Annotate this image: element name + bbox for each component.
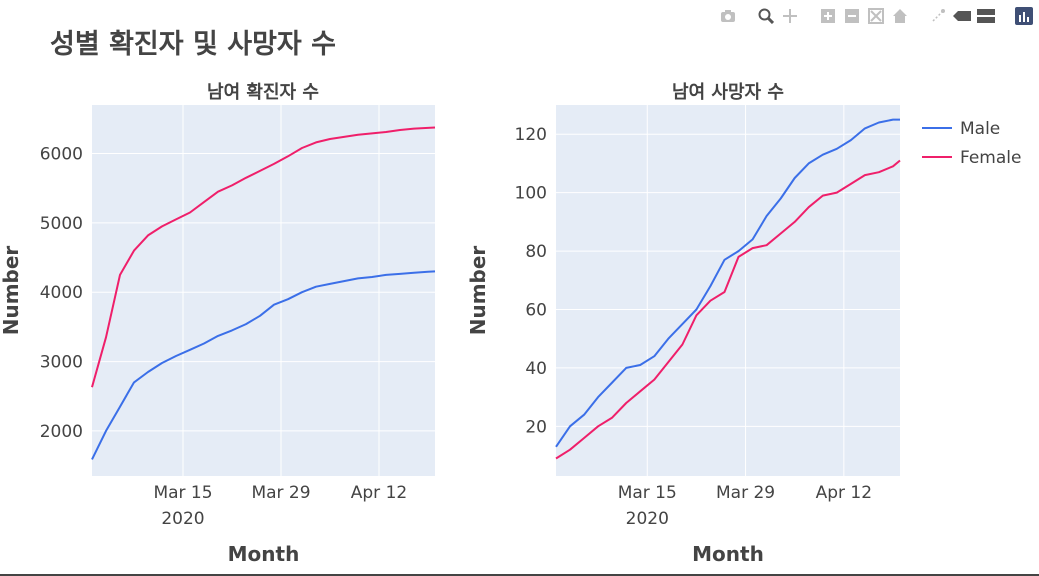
y-tick-label: 4000	[40, 283, 83, 303]
series-line-female[interactable]	[555, 159, 901, 460]
y-tick-label: 2000	[40, 422, 83, 442]
x-year-label: 2020	[626, 509, 669, 529]
pan-icon[interactable]	[781, 7, 799, 25]
y-tick-label: 40	[525, 359, 547, 379]
hover-compare-icon[interactable]	[977, 7, 995, 25]
subplot-title: 남여 확진자 수	[207, 82, 319, 103]
hover-closest-icon[interactable]	[953, 7, 971, 25]
plot-area[interactable]	[92, 105, 435, 476]
y-tick-label: 5000	[40, 214, 83, 234]
legend-label-female[interactable]: Female	[960, 148, 1021, 168]
confirmed-by-sex-chart: 2000 3000 4000 5000 6000 Mar 15 2020 Mar 29 Apr …	[0, 82, 436, 566]
subplot-title: 남여 사망자 수	[672, 82, 784, 103]
modebar	[719, 6, 1033, 26]
x-year-label: 2020	[161, 509, 204, 529]
zoom-icon[interactable]	[757, 7, 775, 25]
legend: Male Female	[922, 119, 1021, 168]
x-axis-title: Month	[228, 542, 300, 566]
series-line-female[interactable]	[91, 126, 436, 388]
zoom-in-icon[interactable]	[819, 7, 837, 25]
y-tick-label: 3000	[40, 353, 83, 373]
y-axis-title: Number	[466, 246, 490, 336]
series-line-male[interactable]	[555, 118, 900, 448]
x-axis-title: Month	[692, 542, 764, 566]
y-tick-label: 60	[525, 300, 547, 320]
y-tick-label: 120	[515, 125, 547, 145]
plot-area[interactable]	[556, 105, 900, 476]
camera-icon[interactable]	[719, 7, 737, 25]
series-line-male[interactable]	[91, 270, 436, 460]
deaths-by-sex-chart: 20 40 60 80 100 120 Mar 15 2020 Mar 29 Apr 12 남여 사…	[466, 82, 901, 566]
x-tick-label: Mar 29	[716, 483, 775, 503]
y-tick-label: 100	[515, 184, 547, 204]
y-tick-label: 6000	[40, 145, 83, 165]
x-tick-label: Mar 15	[153, 483, 212, 503]
zoom-out-icon[interactable]	[843, 7, 861, 25]
x-tick-label: Apr 12	[816, 483, 872, 503]
x-tick-label: Mar 29	[251, 483, 310, 503]
reset-axes-icon[interactable]	[891, 7, 909, 25]
y-axis-title: Number	[0, 246, 23, 336]
y-tick-label: 80	[525, 242, 547, 262]
x-tick-label: Apr 12	[351, 483, 407, 503]
autoscale-icon[interactable]	[867, 7, 885, 25]
x-tick-label: Mar 15	[618, 483, 677, 503]
legend-label-male[interactable]: Male	[960, 119, 1000, 139]
page-title: 성별 확진자 및 사망자 수	[50, 29, 336, 60]
plotly-logo-icon[interactable]	[1015, 7, 1033, 25]
bottom-divider	[0, 574, 1039, 576]
spike-lines-icon[interactable]	[929, 7, 947, 25]
y-tick-label: 20	[525, 417, 547, 437]
